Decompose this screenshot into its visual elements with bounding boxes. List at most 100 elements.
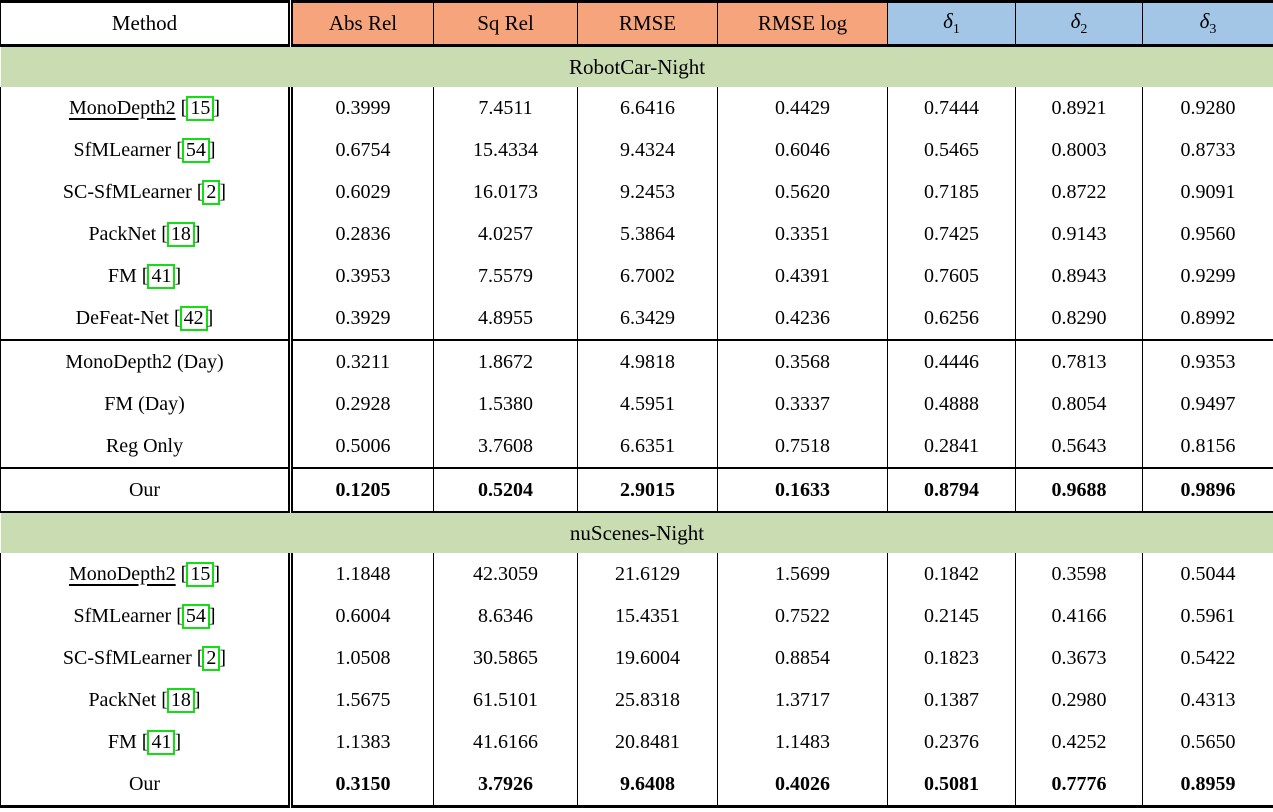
value-cell: 25.8318 xyxy=(577,679,718,721)
value-cell: 1.3717 xyxy=(717,679,888,721)
table-row: Reg Only 0.5006 3.7608 6.6351 0.7518 0.2841 0.… xyxy=(0,425,1273,468)
value-cell: 0.3337 xyxy=(717,383,888,425)
value-cell: 0.1842 xyxy=(887,553,1016,595)
value-cell: 0.5044 xyxy=(1142,553,1273,595)
citation-link[interactable]: 41 xyxy=(147,729,176,755)
value-cell: 0.5006 xyxy=(290,425,434,468)
table-body: RobotCar-Night MonoDepth2 [15] 0.3999 7.451… xyxy=(0,44,1273,807)
citation-link[interactable]: 15 xyxy=(186,95,215,121)
method-cell: DeFeat-Net [42] xyxy=(0,297,293,340)
value-cell: 0.5422 xyxy=(1142,637,1273,679)
value-cell: 2.9015 xyxy=(577,467,718,512)
table-row: Our 0.1205 0.5204 2.9015 0.1633 0.8794 0.9688 0… xyxy=(0,467,1273,512)
table-row: SfMLearner [54] 0.6004 8.6346 15.4351 0.7522… xyxy=(0,595,1273,637)
method-name: Our xyxy=(128,772,161,795)
value-cell: 0.3673 xyxy=(1015,637,1143,679)
table-row: FM (Day) 0.2928 1.5380 4.5951 0.3337 0.4888 0.… xyxy=(0,383,1273,425)
citation-link[interactable]: 15 xyxy=(186,561,215,587)
method-name: Our xyxy=(128,478,161,501)
column-header-delta-2: δ2 xyxy=(1015,1,1143,47)
method-name: SC-SfMLearner xyxy=(62,180,192,203)
citation-link[interactable]: 54 xyxy=(181,603,210,629)
value-cell: 0.1823 xyxy=(887,637,1016,679)
value-cell: 41.6166 xyxy=(433,721,578,763)
value-cell: 4.9818 xyxy=(577,339,718,383)
column-header-sq-rel: Sq Rel xyxy=(433,1,578,47)
value-cell: 0.8992 xyxy=(1142,297,1273,340)
value-cell: 4.5951 xyxy=(577,383,718,425)
value-cell: 0.2145 xyxy=(887,595,1016,637)
value-cell: 0.5643 xyxy=(1015,425,1143,468)
value-cell: 0.7776 xyxy=(1015,763,1143,807)
value-cell: 0.8854 xyxy=(717,637,888,679)
value-cell: 61.5101 xyxy=(433,679,578,721)
column-header-abs-rel: Abs Rel xyxy=(290,1,434,47)
delta-symbol: δ xyxy=(1070,8,1081,33)
value-cell: 0.7425 xyxy=(887,213,1016,255)
table-row: MonoDepth2 [15] 0.3999 7.4511 6.6416 0.4429 0… xyxy=(0,87,1273,129)
citation-link[interactable]: 18 xyxy=(166,221,195,247)
table-row: MonoDepth2 [15] 1.1848 42.3059 21.6129 1.569… xyxy=(0,553,1273,595)
citation-link[interactable]: 2 xyxy=(202,179,221,205)
value-cell: 0.8959 xyxy=(1142,763,1273,807)
value-cell: 1.1483 xyxy=(717,721,888,763)
value-cell: 0.1205 xyxy=(290,467,434,512)
table-row: MonoDepth2 (Day) 0.3211 1.8672 4.9818 0.3568… xyxy=(0,339,1273,383)
value-cell: 8.6346 xyxy=(433,595,578,637)
method-cell: MonoDepth2 (Day) xyxy=(0,339,293,383)
value-cell: 30.5865 xyxy=(433,637,578,679)
method-name: DeFeat-Net xyxy=(75,306,169,329)
method-cell: Reg Only xyxy=(0,425,293,468)
section-header: nuScenes-Night xyxy=(0,511,1273,553)
value-cell: 6.3429 xyxy=(577,297,718,340)
method-cell: MonoDepth2 [15] xyxy=(0,87,293,129)
value-cell: 4.0257 xyxy=(433,213,578,255)
value-cell: 0.6004 xyxy=(290,595,434,637)
value-cell: 6.7002 xyxy=(577,255,718,297)
delta-subscript: 1 xyxy=(952,22,960,38)
method-name: FM xyxy=(107,730,137,753)
method-cell: SC-SfMLearner [2] xyxy=(0,171,293,213)
value-cell: 9.6408 xyxy=(577,763,718,807)
delta-symbol: δ xyxy=(1199,8,1210,33)
value-cell: 0.7518 xyxy=(717,425,888,468)
value-cell: 0.2376 xyxy=(887,721,1016,763)
value-cell: 0.9143 xyxy=(1015,213,1143,255)
value-cell: 0.4429 xyxy=(717,87,888,129)
citation-link[interactable]: 54 xyxy=(181,137,210,163)
method-cell: SfMLearner [54] xyxy=(0,595,293,637)
method-name: MonoDepth2 xyxy=(68,562,176,585)
citation-link[interactable]: 2 xyxy=(202,645,221,671)
value-cell: 0.8733 xyxy=(1142,129,1273,171)
value-cell: 0.3929 xyxy=(290,297,434,340)
value-cell: 1.0508 xyxy=(290,637,434,679)
value-cell: 3.7608 xyxy=(433,425,578,468)
value-cell: 0.2836 xyxy=(290,213,434,255)
citation-link[interactable]: 42 xyxy=(179,305,208,331)
value-cell: 0.8054 xyxy=(1015,383,1143,425)
method-name: PackNet xyxy=(88,222,157,245)
table-row: FM [41] 1.1383 41.6166 20.8481 1.1483 0.2376 0… xyxy=(0,721,1273,763)
value-cell: 42.3059 xyxy=(433,553,578,595)
value-cell: 0.7185 xyxy=(887,171,1016,213)
method-cell: FM [41] xyxy=(0,721,293,763)
citation-link[interactable]: 18 xyxy=(166,687,195,713)
value-cell: 0.4026 xyxy=(717,763,888,807)
value-cell: 0.5081 xyxy=(887,763,1016,807)
value-cell: 0.3598 xyxy=(1015,553,1143,595)
value-cell: 0.5961 xyxy=(1142,595,1273,637)
method-cell: Our xyxy=(0,763,293,807)
column-header-rmse: RMSE xyxy=(577,1,718,47)
method-name: PackNet xyxy=(88,688,157,711)
value-cell: 0.8921 xyxy=(1015,87,1143,129)
value-cell: 0.5465 xyxy=(887,129,1016,171)
value-cell: 5.3864 xyxy=(577,213,718,255)
table-row: DeFeat-Net [42] 0.3929 4.8955 6.3429 0.4236 0… xyxy=(0,297,1273,340)
section-header: RobotCar-Night xyxy=(0,44,1273,87)
column-header-delta-3: δ3 xyxy=(1142,1,1273,47)
method-name: MonoDepth2 xyxy=(68,96,176,119)
value-cell: 0.3953 xyxy=(290,255,434,297)
citation-link[interactable]: 41 xyxy=(147,263,176,289)
value-cell: 0.9280 xyxy=(1142,87,1273,129)
value-cell: 0.6029 xyxy=(290,171,434,213)
